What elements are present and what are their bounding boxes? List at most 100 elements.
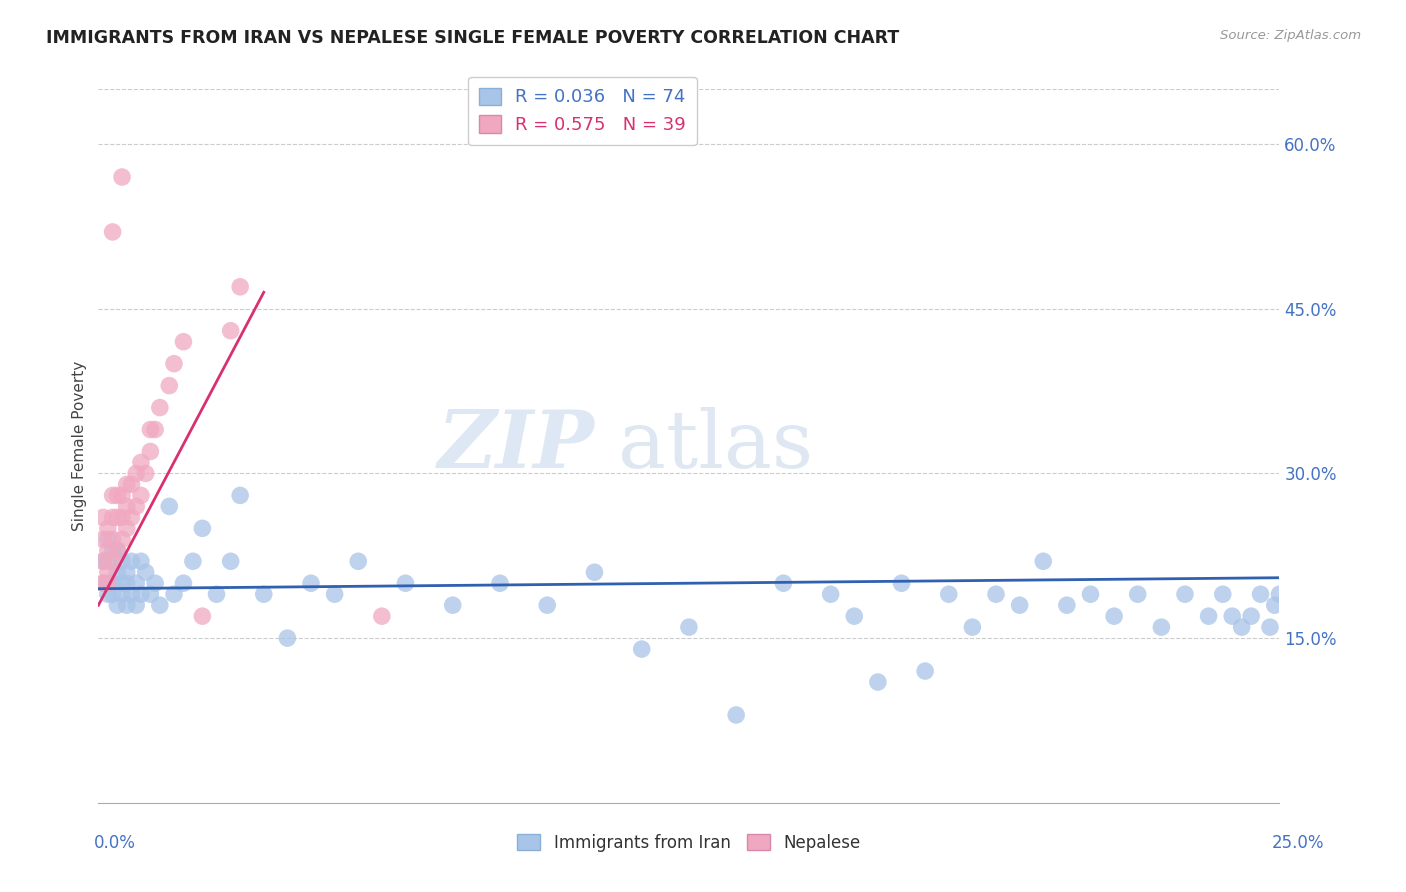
Point [219,324,242,338]
Point [115,598,138,612]
Point [347,554,370,568]
Point [890,576,912,591]
Point [630,642,652,657]
Point [105,510,128,524]
Point [536,598,558,612]
Point [1268,587,1291,601]
Point [91,533,114,547]
Point [229,488,252,502]
Point [129,554,152,568]
Point [101,488,124,502]
Point [441,598,464,612]
Point [984,587,1007,601]
Point [125,500,148,514]
Point [489,576,512,591]
Point [101,587,124,601]
Text: IMMIGRANTS FROM IRAN VS NEPALESE SINGLE FEMALE POVERTY CORRELATION CHART: IMMIGRANTS FROM IRAN VS NEPALESE SINGLE … [46,29,900,46]
Point [91,510,114,524]
Point [1032,554,1054,568]
Point [1056,598,1078,612]
Point [121,510,143,524]
Point [1008,598,1031,612]
Point [105,488,128,502]
Y-axis label: Single Female Poverty: Single Female Poverty [72,361,87,531]
Point [276,631,298,645]
Point [91,576,114,591]
Point [371,609,394,624]
Point [125,598,148,612]
Point [1220,609,1243,624]
Point [97,576,120,591]
Point [115,477,138,491]
Point [253,587,276,601]
Point [91,554,114,568]
Point [149,598,172,612]
Point [394,576,416,591]
Point [129,455,152,469]
Point [191,609,214,624]
Point [172,576,194,591]
Point [115,500,138,514]
Text: 25.0%: 25.0% [1272,834,1324,852]
Text: 0.0%: 0.0% [94,834,136,852]
Point [115,566,138,580]
Point [1080,587,1102,601]
Point [101,576,124,591]
Point [219,554,242,568]
Point [323,587,346,601]
Point [139,444,162,458]
Point [1258,620,1281,634]
Point [97,543,120,558]
Point [205,587,228,601]
Point [157,378,180,392]
Point [962,620,984,634]
Point [91,554,114,568]
Point [1250,587,1272,601]
Point [1212,587,1234,601]
Point [105,598,128,612]
Point [678,620,700,634]
Point [105,543,128,558]
Point [299,576,322,591]
Point [111,169,134,184]
Point [1198,609,1220,624]
Text: Source: ZipAtlas.com: Source: ZipAtlas.com [1220,29,1361,42]
Point [115,576,138,591]
Point [101,510,124,524]
Point [97,566,120,580]
Point [111,576,134,591]
Point [172,334,194,349]
Legend: Immigrants from Iran, Nepalese: Immigrants from Iran, Nepalese [510,828,868,859]
Point [844,609,866,624]
Point [139,423,162,437]
Point [820,587,842,601]
Point [111,488,134,502]
Point [125,467,148,481]
Point [101,225,124,239]
Point [111,533,134,547]
Point [135,566,157,580]
Point [105,543,128,558]
Point [129,587,152,601]
Point [139,587,162,601]
Point [181,554,204,568]
Point [101,543,124,558]
Point [229,280,252,294]
Point [101,533,124,547]
Point [111,587,134,601]
Point [91,576,114,591]
Text: atlas: atlas [619,407,813,485]
Point [1102,609,1125,624]
Point [125,576,148,591]
Point [157,500,180,514]
Point [163,587,186,601]
Point [772,576,794,591]
Point [111,554,134,568]
Point [105,566,128,580]
Point [1240,609,1263,624]
Point [149,401,172,415]
Point [121,554,143,568]
Point [914,664,936,678]
Point [1150,620,1173,634]
Point [97,554,120,568]
